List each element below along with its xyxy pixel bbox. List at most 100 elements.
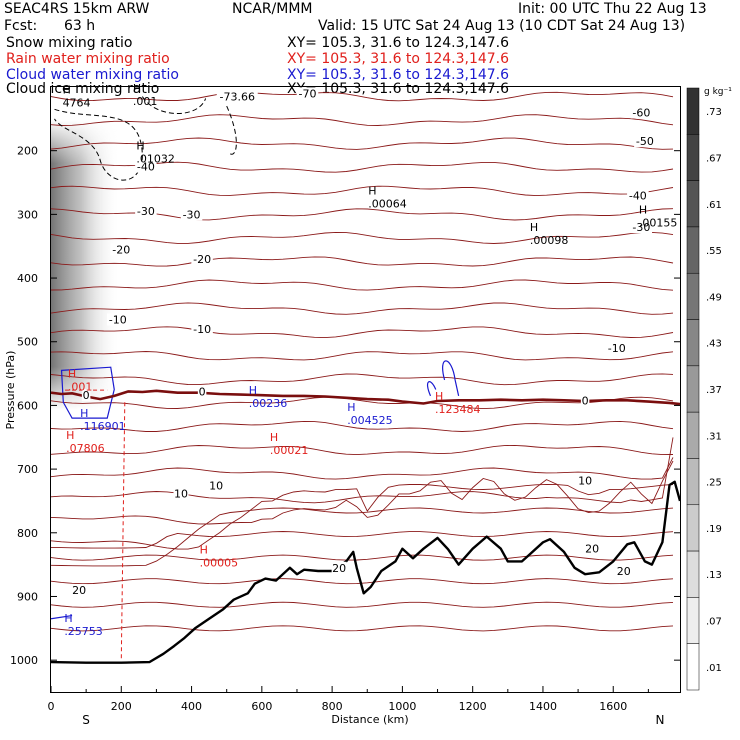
max-marker-h: H <box>639 204 647 217</box>
x-tick-label: 800 <box>322 700 343 713</box>
contour-label-bg <box>180 208 203 221</box>
max-value: .123484 <box>435 403 481 416</box>
contour-label: -10 <box>608 342 626 355</box>
valid-time: Valid: 15 UTC Sat 24 Aug 13 (10 CDT Sat … <box>318 18 686 34</box>
colorbar-swatch <box>686 134 700 181</box>
contour-label: 20 <box>332 562 346 575</box>
contour-label: 10 <box>578 475 592 488</box>
isotherm-line <box>51 137 674 150</box>
max-value: .01032 <box>136 152 175 165</box>
isotherm-line <box>51 256 674 267</box>
colorbar-label: .73 <box>706 107 722 118</box>
colorbar-label: .25 <box>706 478 722 489</box>
colorbar-swatch <box>686 458 700 506</box>
colorbar-swatch <box>686 411 700 459</box>
cloudwater-contour <box>51 614 73 620</box>
contour-label-bg <box>135 160 157 173</box>
isotherm-line <box>51 601 674 608</box>
isotherm-line <box>51 460 674 525</box>
colorbar-label: .43 <box>706 339 722 350</box>
isotherm-line <box>51 326 674 339</box>
colorbar-label: .37 <box>706 385 722 396</box>
field-label-rain: Rain water mixing ratio <box>6 51 170 67</box>
x-axis-title: Distance (km) <box>331 713 408 726</box>
contour-label: -50 <box>636 135 654 148</box>
isotherm-line <box>51 396 674 410</box>
field-label-cloudice: Cloud ice mixing ratio <box>6 81 160 97</box>
contour-label-bg <box>216 90 258 103</box>
contour-label: -10 <box>193 323 211 336</box>
contour-label: 0 <box>199 385 206 398</box>
colorbar-swatch <box>686 365 700 413</box>
contour-label: -10 <box>109 313 127 326</box>
max-value: .25753 <box>64 625 103 638</box>
colorbar-swatch <box>686 643 700 691</box>
colorbar-swatch <box>686 504 700 552</box>
contour-label-bg <box>173 487 189 500</box>
isotherm-line <box>51 114 674 126</box>
max-value: .00155 <box>639 217 678 230</box>
contour-label-bg <box>191 252 213 265</box>
max-value: .00236 <box>249 397 288 410</box>
colorbar-label: .19 <box>706 524 722 535</box>
y-tick-label: 700 <box>17 463 38 476</box>
contour-label-bg <box>107 313 129 326</box>
contour-label-bg <box>135 205 157 218</box>
max-marker-h: H <box>63 83 71 96</box>
field-xy-cloudice: XY= 105.3, 31.6 to 124.3,147.6 <box>287 81 510 97</box>
contour-label: -73.66 <box>220 91 255 104</box>
contour-label-bg <box>580 394 590 407</box>
model-title: SEAC4RS 15km ARW <box>4 1 150 17</box>
x-tick-label: 0 <box>48 700 55 713</box>
field-label-cloudwater: Cloud water mixing ratio <box>6 67 179 83</box>
y-tick-label: 1000 <box>10 654 38 667</box>
isotherm-line <box>51 625 674 632</box>
y-tick-label: 400 <box>17 272 38 285</box>
colorbar-swatch <box>686 319 700 367</box>
colorbar-label: .67 <box>706 153 722 164</box>
contour-label-bg <box>197 385 207 398</box>
contour-label: 10 <box>209 480 223 493</box>
center-label: NCAR/MMM <box>232 1 313 17</box>
max-marker-h: H <box>249 384 257 397</box>
cloudwater-contour <box>427 381 437 397</box>
y-tick-label: 200 <box>17 145 38 158</box>
contour-label-bg <box>630 221 653 234</box>
max-marker-h: H <box>133 82 141 95</box>
field-xy-cloudwater: XY= 105.3, 31.6 to 124.3,147.6 <box>287 67 510 83</box>
contour-label-bg <box>616 565 632 577</box>
colorbar: .73 .67 .61 .55 .49 .43 .37 .31 .25 .19 .13 .07 .01 <box>686 87 722 691</box>
colorbar-label: .49 <box>706 292 722 303</box>
x-tick-label: 600 <box>251 700 272 713</box>
init-time: Init: 00 UTC Thu 22 Aug 13 <box>518 1 707 17</box>
max-value: .00021 <box>270 444 309 457</box>
rain-contour <box>120 402 126 661</box>
max-value: 4764 <box>63 96 91 109</box>
contour-label-bg <box>71 584 87 597</box>
max-marker-h: H <box>270 431 278 444</box>
contour-label-bg <box>331 561 347 574</box>
colorbar-swatch <box>686 87 700 135</box>
contour-label: 0 <box>83 389 90 402</box>
north-label: N <box>656 713 665 727</box>
x-tick-label: 1400 <box>529 700 557 713</box>
max-marker-h: H <box>66 429 74 442</box>
field-xy-rain: XY= 105.3, 31.6 to 124.3,147.6 <box>287 51 510 67</box>
isotherm-line <box>51 507 674 567</box>
isotherm-line <box>51 185 674 197</box>
contour-label: 10 <box>174 487 188 500</box>
x-tick-label: 1600 <box>599 700 627 713</box>
contour-label-bg <box>191 323 213 335</box>
max-value: .00098 <box>530 234 569 247</box>
contour-label: -70 <box>299 87 317 100</box>
plot-frame <box>50 86 681 693</box>
cloudwater-contour <box>60 366 115 419</box>
contour-label: 0 <box>582 394 589 407</box>
colorbar-label: .61 <box>706 200 722 211</box>
forecast-label: Fcst: <box>4 18 38 34</box>
snow-contour <box>54 108 143 181</box>
contour-label-bg <box>296 87 319 100</box>
max-marker-h: H <box>200 544 208 557</box>
contour-label: -20 <box>193 253 211 266</box>
y-tick-label: 500 <box>17 336 38 349</box>
